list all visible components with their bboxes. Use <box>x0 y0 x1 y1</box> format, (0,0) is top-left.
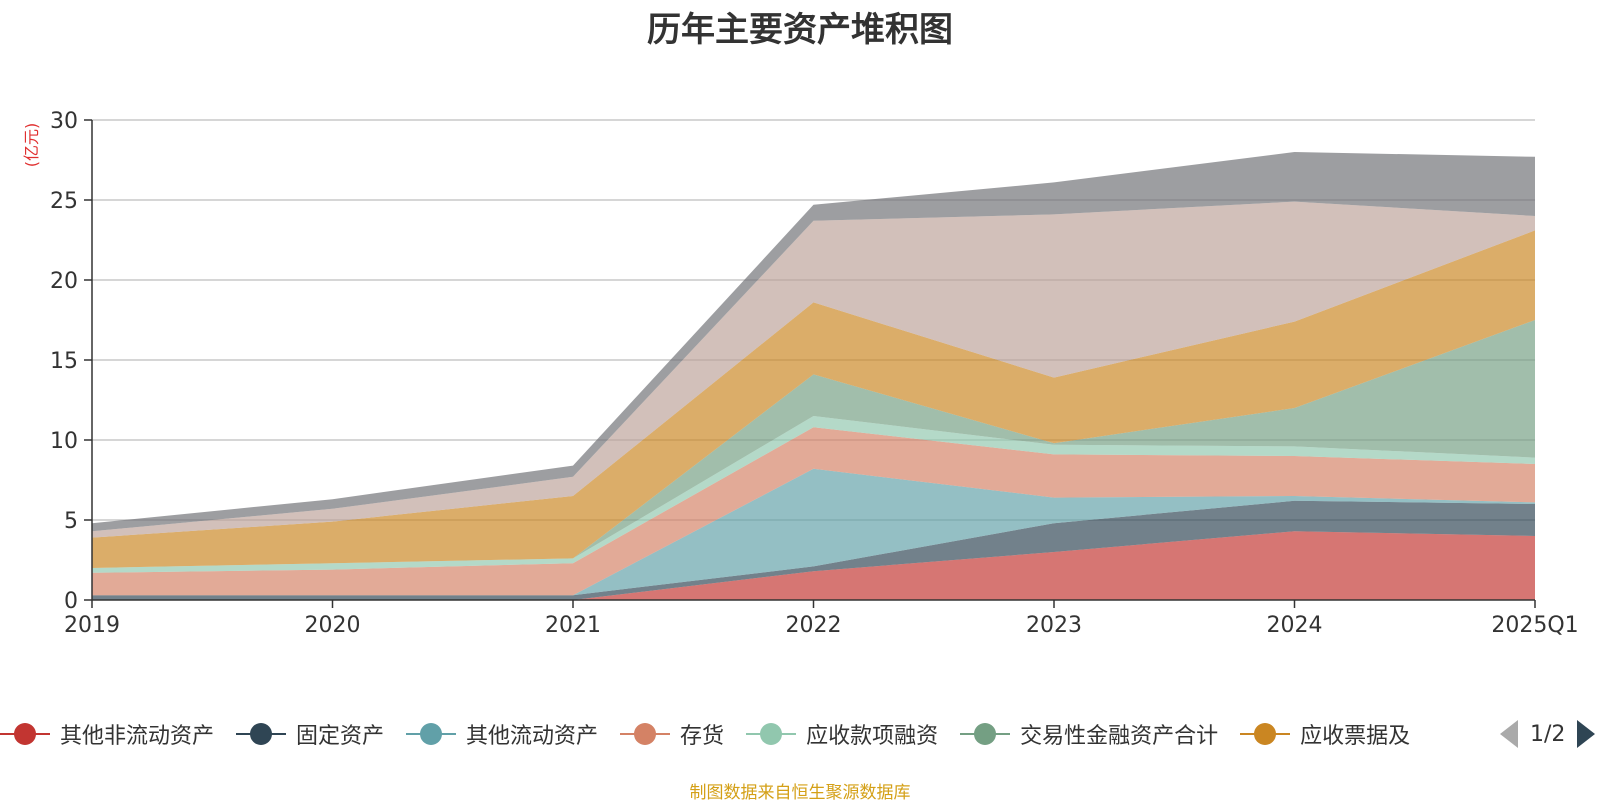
area-其他流动资产[interactable] <box>92 468 1535 596</box>
legend-item[interactable]: 其他流动资产 <box>406 718 598 750</box>
area-series8[interactable] <box>92 201 1535 538</box>
legend-label: 交易性金融资产合计 <box>1020 724 1219 749</box>
area-其他非流动资产[interactable] <box>92 531 1535 600</box>
legend-next-page-icon[interactable] <box>1577 720 1596 748</box>
x-tick-label: 2023 <box>1026 613 1082 638</box>
x-tick-label: 2025Q1 <box>1491 613 1578 638</box>
area-存货[interactable] <box>92 427 1535 596</box>
legend-marker-icon <box>746 722 797 746</box>
y-axis-unit-label: (亿元) <box>22 123 41 168</box>
legend-label: 其他非流动资产 <box>60 724 215 749</box>
legend-item[interactable]: 应收票据及 <box>1240 718 1410 750</box>
legend: 其他非流动资产 固定资产 其他流动资产 存货 应收款项融资 交易性金融资产合计 应收票据及 <box>0 716 1432 752</box>
y-tick-label: 30 <box>50 109 78 134</box>
legend-item[interactable]: 其他非流动资产 <box>0 718 214 750</box>
x-tick-label: 2022 <box>786 613 842 638</box>
x-tick-label: 2021 <box>545 613 601 638</box>
y-tick-label: 10 <box>50 429 78 454</box>
legend-label: 固定资产 <box>296 724 385 749</box>
legend-marker-icon <box>620 722 671 746</box>
data-source-note: 制图数据来自恒生聚源数据库 <box>689 783 911 803</box>
y-tick-label: 15 <box>50 349 78 374</box>
legend-item[interactable]: 固定资产 <box>236 718 384 750</box>
y-tick-label: 25 <box>50 189 78 214</box>
legend-item[interactable]: 存货 <box>620 718 724 750</box>
x-tick-label: 2020 <box>305 613 361 638</box>
y-tick-label: 0 <box>64 589 78 614</box>
legend-label: 应收票据及 <box>1300 724 1411 749</box>
axes: 0 5 10 15 20 25 30 2019 2020 2021 2022 2023 2024 2025… <box>50 109 1579 638</box>
legend-marker-icon <box>1240 722 1291 746</box>
legend-pager: 1/2 <box>1500 716 1596 752</box>
legend-item[interactable]: 交易性金融资产合计 <box>960 718 1218 750</box>
legend-marker-icon <box>960 722 1011 746</box>
legend-item[interactable]: 应收款项融资 <box>746 718 938 750</box>
x-tick-label: 2019 <box>64 613 120 638</box>
chart-title: 历年主要资产堆积图 <box>647 10 953 50</box>
area-series9[interactable] <box>92 152 1535 532</box>
legend-label: 应收款项融资 <box>806 724 939 749</box>
y-tick-label: 5 <box>64 509 78 534</box>
legend-marker-icon <box>236 722 287 746</box>
legend-label: 存货 <box>680 724 725 749</box>
area-交易性金融资产合计[interactable] <box>92 320 1535 568</box>
legend-label: 其他流动资产 <box>466 724 599 749</box>
area-固定资产[interactable] <box>92 500 1535 600</box>
legend-page-indicator: 1/2 <box>1530 721 1566 747</box>
area-series <box>92 152 1535 600</box>
legend-prev-page-icon[interactable] <box>1500 720 1518 748</box>
legend-marker-icon <box>406 722 457 746</box>
legend-marker-icon <box>0 722 50 746</box>
y-tick-label: 20 <box>50 269 78 294</box>
x-tick-label: 2024 <box>1267 613 1323 638</box>
area-应收票据及[interactable] <box>92 230 1535 568</box>
